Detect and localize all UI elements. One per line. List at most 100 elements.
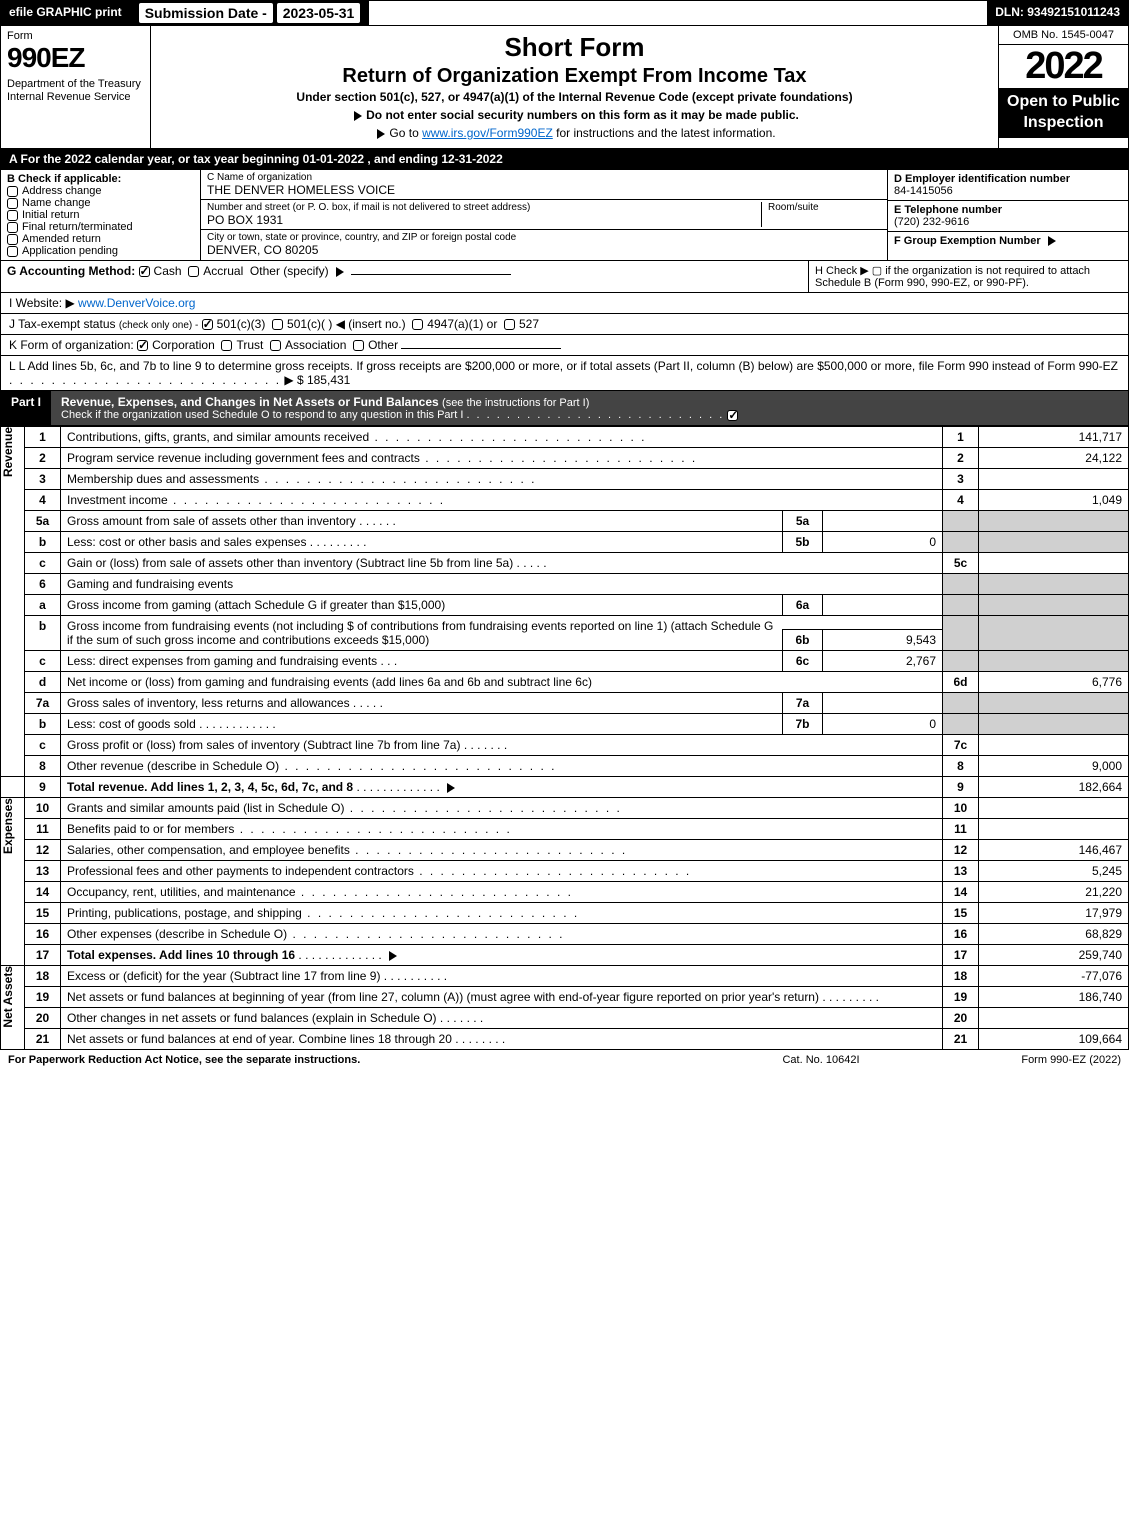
part-i-tab: Part I — [1, 391, 51, 425]
checkbox-other-org[interactable] — [353, 340, 364, 351]
department-label: Department of the Treasury Internal Reve… — [7, 78, 144, 104]
checkbox-application-pending[interactable]: Application pending — [7, 245, 194, 257]
table-row: 3Membership dues and assessments3 — [1, 469, 1129, 490]
section-def: D Employer identification number 84-1415… — [888, 170, 1128, 260]
checkbox-initial-return[interactable]: Initial return — [7, 209, 194, 221]
table-row: 19Net assets or fund balances at beginni… — [1, 987, 1129, 1008]
title-short-form: Short Form — [159, 32, 990, 63]
ein-label: D Employer identification number — [894, 173, 1122, 185]
expenses-vlabel: Expenses — [1, 798, 25, 966]
checkbox-501c[interactable] — [272, 319, 283, 330]
footer-right: Form 990-EZ (2022) — [921, 1054, 1121, 1066]
checkbox-501c3[interactable] — [202, 319, 213, 330]
checkbox-corporation[interactable] — [137, 340, 148, 351]
checkbox-amended-return[interactable]: Amended return — [7, 233, 194, 245]
street-block: Number and street (or P. O. box, if mail… — [201, 200, 887, 230]
org-name-label: C Name of organization — [207, 172, 881, 183]
table-row: bGross income from fundraising events (n… — [1, 616, 1129, 651]
table-row: bLess: cost of goods sold . . . . . . . … — [1, 714, 1129, 735]
tax-exempt-label: J Tax-exempt status — [9, 317, 116, 331]
title-return: Return of Organization Exempt From Incom… — [159, 65, 990, 88]
note-ssn: Do not enter social security numbers on … — [159, 108, 990, 122]
website-label: I Website: ▶ — [9, 296, 75, 310]
top-bar: efile GRAPHIC print Submission Date - 20… — [0, 0, 1129, 26]
dln-value: 93492151011243 — [1027, 5, 1120, 19]
subtitle: Under section 501(c), 527, or 4947(a)(1)… — [159, 90, 990, 104]
arrow-icon — [389, 951, 397, 961]
checkbox-accrual[interactable] — [188, 266, 199, 277]
arrow-icon — [377, 129, 385, 139]
checkbox-cash[interactable] — [139, 266, 150, 277]
form-label: Form — [7, 30, 144, 42]
table-row: 9Total revenue. Add lines 1, 2, 3, 4, 5c… — [1, 777, 1129, 798]
table-row: aGross income from gaming (attach Schedu… — [1, 595, 1129, 616]
checkbox-address-change[interactable]: Address change — [7, 185, 194, 197]
table-row: dNet income or (loss) from gaming and fu… — [1, 672, 1129, 693]
part-i-check-note: Check if the organization used Schedule … — [61, 409, 463, 421]
table-row: 2Program service revenue including gover… — [1, 448, 1129, 469]
checkbox-association[interactable] — [270, 340, 281, 351]
section-c: C Name of organization THE DENVER HOMELE… — [201, 170, 888, 260]
footer-mid: Cat. No. 10642I — [721, 1054, 921, 1066]
footer-left: For Paperwork Reduction Act Notice, see … — [8, 1054, 721, 1066]
checkbox-schedule-o[interactable] — [727, 410, 738, 421]
section-k: K Form of organization: Corporation Trus… — [0, 335, 1129, 356]
submission-date: Submission Date - 2023-05-31 — [131, 1, 370, 25]
table-row: cLess: direct expenses from gaming and f… — [1, 651, 1129, 672]
city-value: DENVER, CO 80205 — [207, 243, 881, 257]
street-label: Number and street (or P. O. box, if mail… — [207, 202, 761, 213]
table-row: 11Benefits paid to or for members11 — [1, 819, 1129, 840]
part-i-table: Revenue 1Contributions, gifts, grants, a… — [0, 426, 1129, 1050]
section-b: B Check if applicable: Address change Na… — [1, 170, 201, 260]
table-row: 21Net assets or fund balances at end of … — [1, 1029, 1129, 1050]
arrow-icon — [354, 111, 362, 121]
checkbox-527[interactable] — [504, 319, 515, 330]
table-row: Expenses 10Grants and similar amounts pa… — [1, 798, 1129, 819]
sections-bcd: B Check if applicable: Address change Na… — [0, 170, 1129, 261]
table-row: 5aGross amount from sale of assets other… — [1, 511, 1129, 532]
dln-label: DLN: — [995, 5, 1024, 19]
section-l-amount: ▶ $ 185,431 — [284, 373, 350, 387]
table-row: 16Other expenses (describe in Schedule O… — [1, 924, 1129, 945]
table-row: cGross profit or (loss) from sales of in… — [1, 735, 1129, 756]
section-gh: G Accounting Method: Cash Accrual Other … — [0, 261, 1129, 293]
irs-link[interactable]: www.irs.gov/Form990EZ — [422, 126, 553, 140]
form-number: 990EZ — [7, 42, 144, 74]
tel-label: E Telephone number — [894, 204, 1122, 216]
table-row: 13Professional fees and other payments t… — [1, 861, 1129, 882]
table-row: 12Salaries, other compensation, and empl… — [1, 840, 1129, 861]
table-row: 4Investment income41,049 — [1, 490, 1129, 511]
efile-print-label[interactable]: efile GRAPHIC print — [1, 1, 131, 25]
open-to-public: Open to Public Inspection — [999, 88, 1128, 138]
section-b-label: B Check if applicable: — [7, 173, 194, 185]
table-row: Net Assets 18Excess or (deficit) for the… — [1, 966, 1129, 987]
org-name-block: C Name of organization THE DENVER HOMELE… — [201, 170, 887, 200]
org-name-value: THE DENVER HOMELESS VOICE — [207, 183, 881, 197]
section-h: H Check ▶ ▢ if the organization is not r… — [808, 261, 1128, 292]
header-right: OMB No. 1545-0047 2022 Open to Public In… — [998, 26, 1128, 148]
table-row: 6Gaming and fundraising events — [1, 574, 1129, 595]
accounting-other-input[interactable] — [351, 274, 511, 275]
tel-value: (720) 232-9616 — [894, 216, 1122, 228]
section-j: J Tax-exempt status (check only one) - 5… — [0, 314, 1129, 335]
website-link[interactable]: www.DenverVoice.org — [78, 296, 195, 310]
accounting-other-label: Other (specify) — [250, 264, 329, 278]
ein-value: 84-1415056 — [894, 185, 1122, 197]
checkbox-trust[interactable] — [221, 340, 232, 351]
checkbox-name-change[interactable]: Name change — [7, 197, 194, 209]
table-row: cGain or (loss) from sale of assets othe… — [1, 553, 1129, 574]
section-l-text: L Add lines 5b, 6c, and 7b to line 9 to … — [19, 359, 1118, 373]
header-left: Form 990EZ Department of the Treasury In… — [1, 26, 151, 148]
arrow-icon — [1048, 236, 1056, 246]
arrow-icon — [447, 783, 455, 793]
dln: DLN: 93492151011243 — [987, 1, 1128, 25]
note-goto: Go to www.irs.gov/Form990EZ for instruct… — [159, 126, 990, 140]
checkbox-4947[interactable] — [412, 319, 423, 330]
checkbox-final-return[interactable]: Final return/terminated — [7, 221, 194, 233]
table-row: Revenue 1Contributions, gifts, grants, a… — [1, 427, 1129, 448]
header-mid: Short Form Return of Organization Exempt… — [151, 26, 998, 148]
part-i-header: Part I Revenue, Expenses, and Changes in… — [0, 391, 1129, 426]
other-org-input[interactable] — [401, 348, 561, 349]
section-g: G Accounting Method: Cash Accrual Other … — [1, 261, 808, 292]
section-l: L L Add lines 5b, 6c, and 7b to line 9 t… — [0, 356, 1129, 391]
